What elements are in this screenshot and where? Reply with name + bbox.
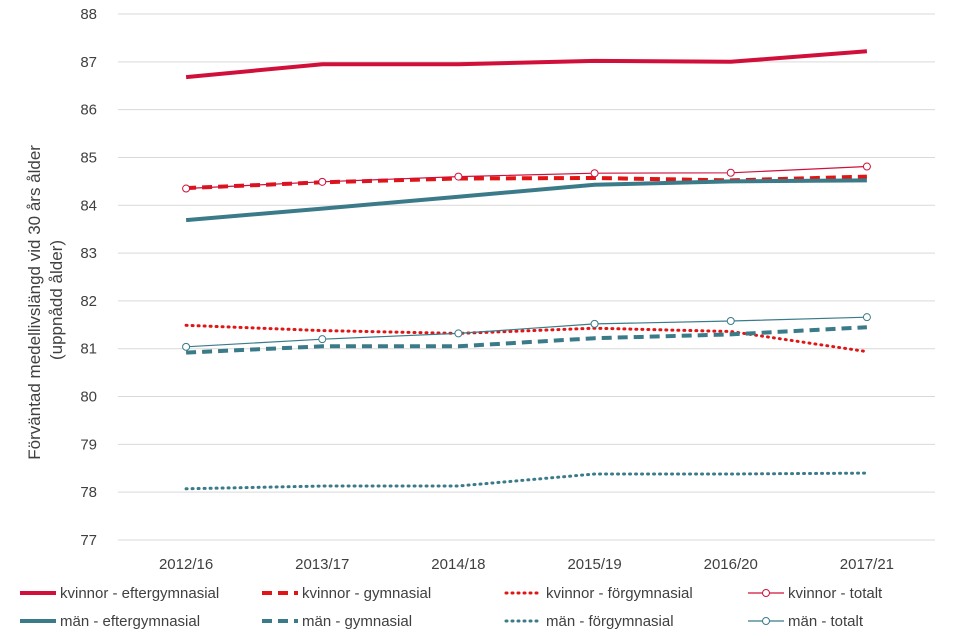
y-tick-label: 82 bbox=[80, 293, 97, 310]
legend-label-kvinnor-eftergymnasial: kvinnor - eftergymnasial bbox=[60, 585, 219, 602]
y-tick-label: 86 bbox=[80, 102, 97, 119]
x-tick-label: 2014/18 bbox=[431, 556, 485, 573]
y-tick-label: 77 bbox=[80, 532, 97, 549]
x-tick-label: 2015/19 bbox=[567, 556, 621, 573]
y-tick-label: 83 bbox=[80, 245, 97, 262]
data-point-kvinnor-totalt bbox=[182, 184, 191, 193]
legend-label-kvinnor-gymnasial: kvinnor - gymnasial bbox=[302, 585, 431, 602]
legend: kvinnor - eftergymnasial kvinnor - gymnas… bbox=[20, 585, 883, 630]
series-lines bbox=[182, 49, 871, 491]
x-tick-label: 2016/20 bbox=[704, 556, 758, 573]
y-axis-title-line-1: Förväntad medellivslängd vid 30 års ålde… bbox=[25, 145, 44, 460]
series-line-man-gymnasial bbox=[186, 325, 868, 355]
series-line-man-forgymnasial bbox=[184, 471, 869, 491]
data-point-kvinnor-totalt bbox=[318, 177, 327, 186]
series-line-kvinnor-forgymnasial bbox=[184, 323, 869, 354]
legend-label-man-eftergymnasial: män - eftergymnasial bbox=[60, 613, 200, 630]
data-point-man-totalt bbox=[726, 316, 735, 325]
series-line-man-totalt bbox=[186, 316, 867, 348]
data-point-man-totalt bbox=[862, 313, 871, 322]
y-tick-label: 85 bbox=[80, 149, 97, 166]
y-tick-label: 84 bbox=[80, 197, 97, 214]
x-tick-label: 2013/17 bbox=[295, 556, 349, 573]
data-point-kvinnor-totalt bbox=[454, 172, 463, 181]
series-line-kvinnor-totalt bbox=[186, 165, 867, 190]
data-point-man-totalt bbox=[454, 329, 463, 338]
data-point-kvinnor-totalt bbox=[862, 162, 871, 171]
y-tick-label: 79 bbox=[80, 436, 97, 453]
y-tick-label: 81 bbox=[80, 341, 97, 358]
gridlines bbox=[118, 13, 935, 541]
x-tick-label: 2012/16 bbox=[159, 556, 213, 573]
x-tick-labels: 2012/16 2013/17 2014/18 2015/19 2016/20 2017/… bbox=[159, 556, 894, 573]
legend-marker-man-totalt bbox=[762, 617, 770, 625]
y-tick-label: 88 bbox=[80, 6, 97, 23]
data-point-man-totalt bbox=[182, 342, 191, 351]
y-tick-label: 87 bbox=[80, 54, 97, 71]
data-point-man-totalt bbox=[318, 335, 327, 344]
legend-label-man-forgymnasial: män - förgymnasial bbox=[546, 613, 674, 630]
legend-label-man-totalt: män - totalt bbox=[788, 613, 864, 630]
y-axis-title-line-2: (uppnådd ålder) bbox=[47, 240, 66, 360]
legend-label-man-gymnasial: män - gymnasial bbox=[302, 613, 412, 630]
y-axis-title: Förväntad medellivslängd vid 30 års ålde… bbox=[25, 140, 66, 459]
y-tick-label: 78 bbox=[80, 484, 97, 501]
series-line-kvinnor-eftergymnasial bbox=[185, 49, 868, 80]
data-point-kvinnor-totalt bbox=[590, 169, 599, 178]
legend-label-kvinnor-totalt: kvinnor - totalt bbox=[788, 585, 883, 602]
y-tick-label: 80 bbox=[80, 389, 97, 406]
series-line-man-eftergymnasial bbox=[185, 178, 867, 223]
y-tick-labels: 77 78 79 80 81 82 83 84 85 86 87 88 bbox=[80, 6, 97, 549]
data-point-man-totalt bbox=[590, 319, 599, 328]
legend-marker-kvinnor-totalt bbox=[762, 589, 770, 597]
x-tick-label: 2017/21 bbox=[840, 556, 894, 573]
legend-label-kvinnor-forgymnasial: kvinnor - förgymnasial bbox=[546, 585, 693, 602]
data-point-kvinnor-totalt bbox=[726, 168, 735, 177]
